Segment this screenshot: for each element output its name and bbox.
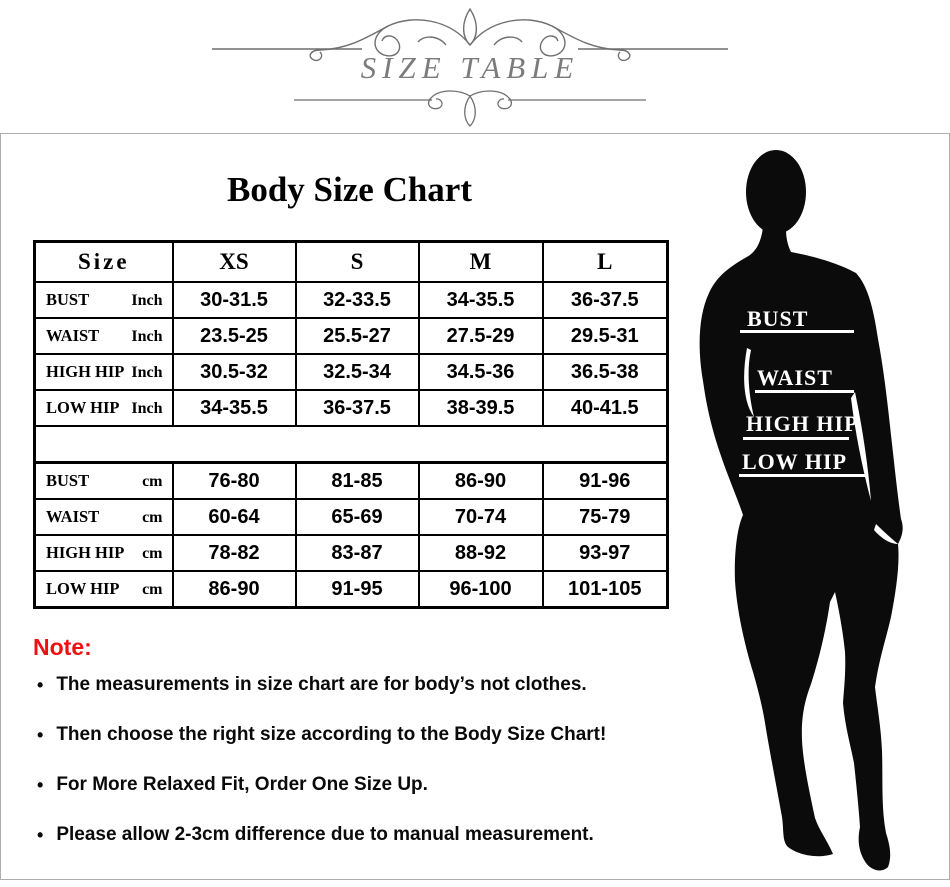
column-header-size: Size [33, 240, 174, 283]
bullet-icon: • [37, 725, 44, 745]
size-value-cell: 83-87 [294, 534, 420, 572]
flourish-top-icon [212, 7, 728, 62]
figure-underline-high-hip [743, 437, 849, 440]
column-header-l: L [541, 240, 669, 283]
size-value-cell: 29.5-31 [541, 317, 669, 355]
female-body-silhouette [699, 150, 903, 871]
size-value-cell: 32-33.5 [294, 281, 420, 319]
table-row: HIGH HIP cm 78-82 83-87 88-92 93-97 [33, 534, 669, 572]
size-value-cell: 34-35.5 [417, 281, 544, 319]
size-value-cell: 30-31.5 [171, 281, 297, 319]
figure-label-high-hip: HIGH HIP [746, 411, 859, 436]
size-value-cell: 23.5-25 [171, 317, 297, 355]
bullet-icon: • [37, 675, 44, 695]
size-value-cell: 40-41.5 [541, 389, 669, 427]
row-label: HIGH HIP [46, 362, 125, 381]
page-title: Body Size Chart [227, 170, 472, 209]
body-size-table-cm: BUST cm 76-80 81-85 86-90 91-96 WAIST cm 6… [33, 461, 669, 609]
size-value-cell: 30.5-32 [171, 353, 297, 391]
row-unit: Inch [131, 364, 163, 381]
figure-label-bust: BUST [747, 306, 809, 331]
row-label: HIGH HIP [46, 543, 125, 562]
size-value-cell: 36-37.5 [541, 281, 669, 319]
size-value-cell: 88-92 [417, 534, 544, 572]
note-text: Please allow 2-3cm difference due to man… [56, 824, 594, 845]
row-unit: cm [142, 545, 163, 562]
size-value-cell: 93-97 [541, 534, 669, 572]
table-row: HIGH HIP Inch 30.5-32 32.5-34 34.5-36 36.… [33, 353, 669, 391]
table-row: LOW HIP cm 86-90 91-95 96-100 101-105 [33, 570, 669, 609]
row-label: WAIST [46, 326, 100, 345]
size-value-cell: 65-69 [294, 498, 420, 536]
table-row: WAIST cm 60-64 65-69 70-74 75-79 [33, 498, 669, 536]
row-label: LOW HIP [46, 398, 120, 417]
bullet-icon: • [37, 775, 44, 795]
size-value-cell: 91-96 [541, 461, 669, 500]
size-table-banner: SIZE TABLE [0, 0, 950, 133]
note-item: • Please allow 2-3cm difference due to m… [33, 824, 653, 846]
size-value-cell: 76-80 [171, 461, 297, 500]
row-unit: Inch [131, 292, 163, 309]
size-value-cell: 36.5-38 [541, 353, 669, 391]
column-header-m: M [417, 240, 544, 283]
row-unit: cm [142, 509, 163, 526]
figure-underline-waist [755, 390, 854, 393]
body-size-table-inch: Size XS S M L BUST Inch 30-31.5 32-33.5 3… [33, 240, 669, 464]
size-value-cell: 36-37.5 [294, 389, 420, 427]
row-label: LOW HIP [46, 579, 120, 598]
size-value-cell: 34-35.5 [171, 389, 297, 427]
size-value-cell: 78-82 [171, 534, 297, 572]
size-value-cell: 86-90 [171, 570, 297, 609]
row-unit: cm [142, 473, 163, 490]
size-value-cell: 34.5-36 [417, 353, 544, 391]
note-item: • For More Relaxed Fit, Order One Size U… [33, 774, 653, 796]
column-header-s: S [294, 240, 420, 283]
size-value-cell: 60-64 [171, 498, 297, 536]
size-value-cell: 86-90 [417, 461, 544, 500]
size-value-cell: 25.5-27 [294, 317, 420, 355]
note-text: Then choose the right size according to … [56, 724, 607, 745]
row-label: WAIST [46, 507, 100, 526]
table-row: WAIST Inch 23.5-25 25.5-27 27.5-29 29.5-3… [33, 317, 669, 355]
note-item: • Then choose the right size according t… [33, 724, 653, 746]
column-header-xs: XS [171, 240, 297, 283]
bullet-icon: • [37, 825, 44, 845]
size-value-cell: 32.5-34 [294, 353, 420, 391]
banner-title: SIZE TABLE [360, 50, 580, 85]
size-value-cell: 81-85 [294, 461, 420, 500]
size-value-cell: 70-74 [417, 498, 544, 536]
figure-label-waist: WAIST [757, 365, 833, 390]
row-label: BUST [46, 290, 90, 309]
note-section: Note: • The measurements in size chart a… [33, 634, 653, 874]
size-value-cell: 101-105 [541, 570, 669, 609]
size-value-cell: 27.5-29 [417, 317, 544, 355]
row-unit: cm [142, 581, 163, 598]
figure-label-low-hip: LOW HIP [742, 449, 848, 474]
size-value-cell: 38-39.5 [417, 389, 544, 427]
spacer-row [33, 425, 669, 464]
row-label: BUST [46, 471, 90, 490]
table-row: LOW HIP Inch 34-35.5 36-37.5 38-39.5 40-4… [33, 389, 669, 427]
note-heading: Note: [33, 634, 92, 660]
figure-underline-low-hip [739, 474, 866, 477]
note-item: • The measurements in size chart are for… [33, 674, 653, 696]
row-unit: Inch [131, 328, 163, 345]
flourish-bottom-icon [294, 90, 646, 127]
note-text: For More Relaxed Fit, Order One Size Up. [56, 774, 428, 795]
note-text: The measurements in size chart are for b… [56, 674, 587, 695]
size-value-cell: 96-100 [417, 570, 544, 609]
table-row: BUST Inch 30-31.5 32-33.5 34-35.5 36-37.5 [33, 281, 669, 319]
row-unit: Inch [131, 400, 163, 417]
size-value-cell: 75-79 [541, 498, 669, 536]
table-header-row: Size XS S M L [33, 240, 669, 283]
figure-underline-bust [740, 330, 854, 333]
size-value-cell: 91-95 [294, 570, 420, 609]
table-row: BUST cm 76-80 81-85 86-90 91-96 [33, 461, 669, 500]
